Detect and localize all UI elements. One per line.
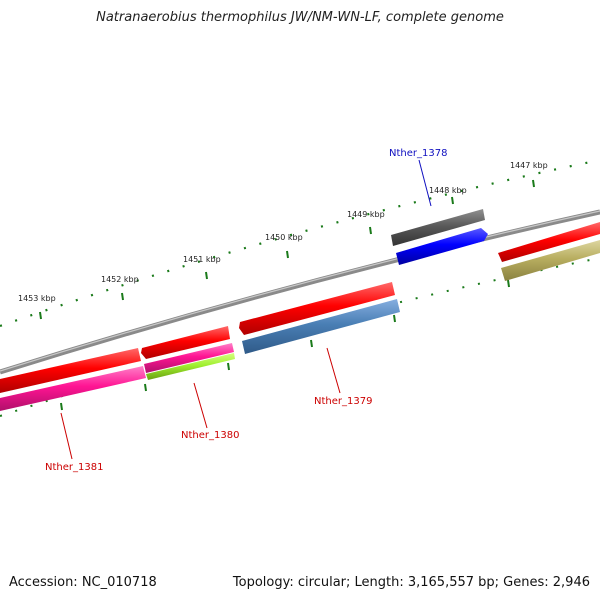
gene-label-nther-1378[interactable]: Nther_1378 (389, 148, 447, 159)
leader-lines (60, 159, 432, 460)
gene-label-nther-1381[interactable]: Nther_1381 (45, 462, 103, 473)
ruler-arc (0, 158, 600, 328)
kbp-label-1451: 1451 kbp (183, 255, 221, 264)
tick-1453 (39, 311, 42, 320)
kbp-label-1449: 1449 kbp (347, 210, 385, 219)
gene-red-1379-upper[interactable] (239, 282, 395, 335)
gene-nther-1380[interactable] (144, 343, 234, 373)
kbp-label-1448: 1448 kbp (429, 186, 467, 195)
kbp-label-1447: 1447 kbp (510, 161, 548, 170)
gene-label-nther-1379[interactable]: Nther_1379 (314, 396, 372, 407)
topology-text: Topology: circular; Length: 3,165,557 bp… (232, 575, 590, 590)
genome-backbone (0, 209, 600, 375)
gene-olive-right[interactable] (501, 240, 600, 281)
gene-nther-1379[interactable] (242, 299, 400, 354)
leader-nther-1381 (60, 412, 73, 460)
gene-nther-1378[interactable] (396, 228, 488, 265)
tick-1452 (121, 292, 124, 301)
ruler-major-ticks (39, 179, 535, 320)
gene-gray-feature[interactable] (391, 209, 485, 246)
gene-red-1380-upper[interactable] (141, 326, 230, 359)
gene-nther-1381[interactable] (0, 366, 146, 411)
inner-tick (60, 402, 63, 411)
gene-red-right[interactable] (498, 222, 600, 262)
gene-label-nther-1380[interactable]: Nther_1380 (181, 430, 239, 441)
inner-tick (310, 339, 313, 348)
kbp-label-1453: 1453 kbp (18, 294, 56, 303)
map-title: Natranaerobius thermophilus JW/NM-WN-LF,… (96, 10, 504, 25)
tick-1447 (532, 179, 535, 188)
inner-ruler-ticks (60, 279, 510, 411)
leader-nther-1380 (193, 382, 208, 429)
gene-red-1381-upper[interactable] (0, 348, 141, 393)
inner-tick (393, 314, 396, 323)
tick-1448 (451, 196, 454, 205)
gene-features (0, 209, 600, 411)
tick-1449 (369, 226, 372, 235)
accession-text: Accession: NC_010718 (9, 575, 157, 590)
leader-nther-1378 (418, 159, 432, 207)
tick-1450 (286, 250, 289, 259)
inner-tick (507, 279, 510, 288)
genome-backbone-highlight (0, 210, 600, 372)
gene-lime-1380[interactable] (146, 353, 235, 380)
kbp-label-1450: 1450 kbp (265, 233, 303, 242)
kbp-label-1452: 1452 kbp (101, 275, 139, 284)
inner-tick (227, 362, 230, 371)
kbp-ruler: 1447 kbp 1448 kbp 1449 kbp 1450 kbp 1451… (0, 158, 600, 328)
leader-nther-1379 (326, 347, 341, 394)
inner-tick (144, 383, 147, 392)
tick-1451 (205, 271, 208, 280)
